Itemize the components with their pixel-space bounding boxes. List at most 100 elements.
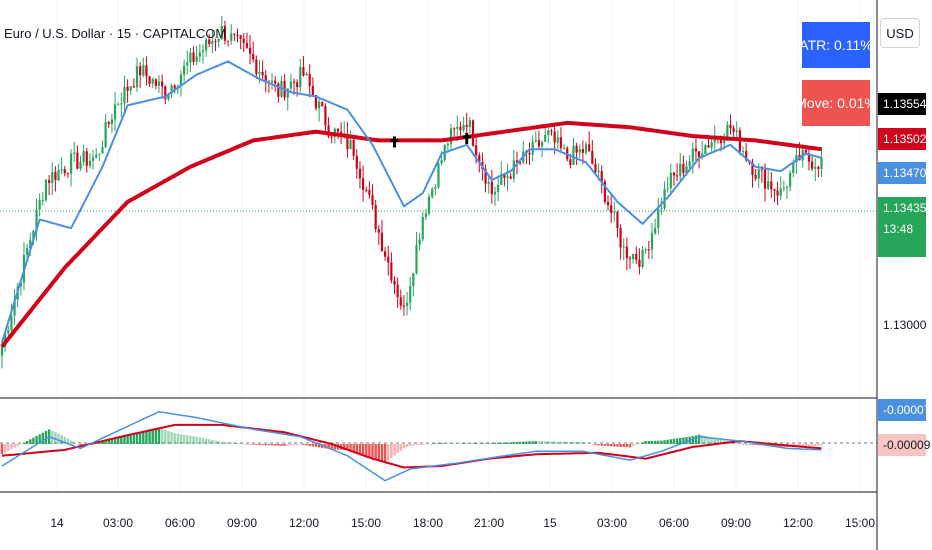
histogram-bar xyxy=(553,441,556,444)
candle-body xyxy=(547,130,550,135)
candle-body xyxy=(719,139,723,144)
histogram-bar xyxy=(804,444,808,447)
histogram-bar xyxy=(182,434,186,444)
histogram-bar xyxy=(16,444,19,446)
candle-body xyxy=(754,174,757,179)
candle-body xyxy=(91,157,95,161)
histogram-bar xyxy=(415,444,418,446)
histogram-bar xyxy=(528,441,531,444)
histogram-bar xyxy=(578,442,581,444)
candle-body xyxy=(139,66,142,76)
histogram-bar xyxy=(443,443,446,444)
currency-button[interactable]: USD xyxy=(880,18,920,48)
histogram-bar xyxy=(619,444,622,447)
histogram-bar xyxy=(446,443,450,444)
histogram-bar xyxy=(409,444,412,446)
candle-body xyxy=(453,128,456,130)
histogram-bar xyxy=(292,444,296,446)
candle-body xyxy=(792,162,795,174)
histogram-bar xyxy=(424,444,428,445)
histogram-bar xyxy=(738,444,742,445)
candle-body xyxy=(437,163,440,188)
histogram-bar xyxy=(657,440,660,444)
chart-background xyxy=(0,0,877,550)
candle-body xyxy=(104,122,107,147)
candle-body xyxy=(628,258,632,260)
candle-body xyxy=(220,25,223,39)
candle-body xyxy=(148,76,151,84)
histogram-bar xyxy=(189,435,192,444)
histogram-bar xyxy=(377,444,380,461)
histogram-bar xyxy=(32,437,35,444)
candle-body xyxy=(41,200,44,202)
candle-body xyxy=(588,144,591,151)
candle-body xyxy=(550,130,553,132)
histogram-bar xyxy=(478,443,481,445)
cross-marker-v xyxy=(465,132,469,144)
candle-body xyxy=(723,140,726,144)
candle-body xyxy=(183,65,186,75)
time-label: 15 xyxy=(543,516,557,530)
candle-body xyxy=(223,25,227,41)
time-label: 15:00 xyxy=(844,516,876,530)
candle-body xyxy=(236,34,239,36)
histogram-bar xyxy=(289,444,293,446)
candle-body xyxy=(79,161,82,169)
candle-body xyxy=(811,161,814,169)
histogram-bar xyxy=(311,444,315,447)
candle-body xyxy=(274,80,277,84)
histogram-bar xyxy=(76,444,79,445)
candle-body xyxy=(314,94,318,109)
histogram-bar xyxy=(79,444,82,447)
histogram-bar xyxy=(547,441,550,444)
candle-body xyxy=(142,65,145,76)
candle-body xyxy=(365,189,368,191)
candle-body xyxy=(625,246,628,259)
candle-body xyxy=(751,162,754,175)
histogram-bar xyxy=(192,436,195,444)
candle-body xyxy=(584,144,588,153)
candle-body xyxy=(497,185,500,192)
macd-label-signal: -0.00009 xyxy=(878,434,930,456)
histogram-bar xyxy=(123,435,126,444)
candle-body xyxy=(164,86,167,100)
candle-body xyxy=(390,262,393,281)
histogram-bar xyxy=(641,442,644,444)
price-axis-tick: 1.13000 xyxy=(883,318,927,332)
histogram-bar xyxy=(697,434,701,444)
histogram-bar xyxy=(556,441,559,444)
histogram-bar xyxy=(358,444,362,454)
candle-body xyxy=(51,172,54,183)
histogram-bar xyxy=(346,444,349,451)
candle-body xyxy=(503,174,506,178)
histogram-bar xyxy=(374,444,377,459)
cross-marker-v xyxy=(393,136,396,148)
candle-body xyxy=(619,228,622,248)
histogram-bar xyxy=(572,441,575,444)
histogram-bar xyxy=(343,444,346,450)
candle-body xyxy=(396,284,399,298)
candle-body xyxy=(650,233,654,250)
candle-body xyxy=(305,73,308,76)
histogram-bar xyxy=(430,443,434,445)
candle-body xyxy=(270,80,274,83)
candle-body xyxy=(782,187,785,189)
histogram-bar xyxy=(164,429,167,444)
histogram-bar xyxy=(522,441,525,444)
histogram-bar xyxy=(317,444,321,448)
histogram-bar xyxy=(242,443,245,445)
candle-body xyxy=(358,168,362,179)
histogram-bar xyxy=(60,435,63,444)
candle-body xyxy=(374,204,377,230)
histogram-bar xyxy=(258,444,261,445)
histogram-bar xyxy=(239,443,242,445)
candle-body xyxy=(252,53,255,60)
candle-body xyxy=(170,85,173,94)
histogram-bar xyxy=(151,428,154,444)
histogram-bar xyxy=(308,444,311,446)
histogram-bar xyxy=(669,439,673,444)
histogram-bar xyxy=(255,444,258,445)
candle-body xyxy=(299,67,302,88)
candle-body xyxy=(468,120,471,127)
